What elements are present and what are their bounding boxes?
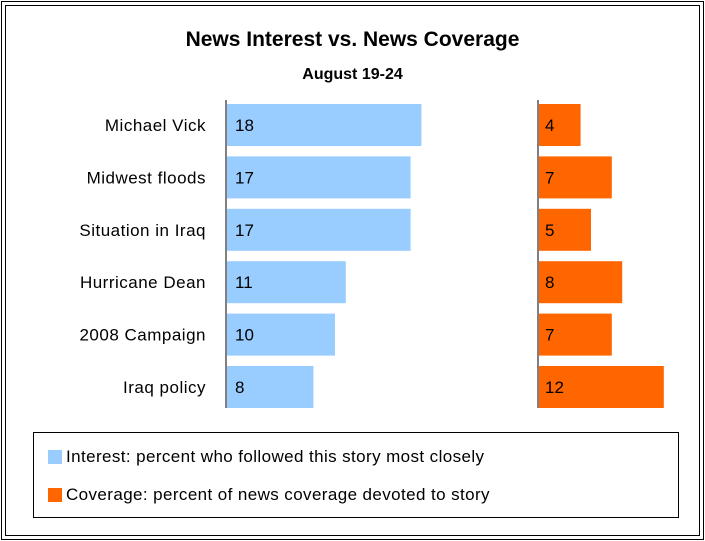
legend-label-interest: Interest: percent who followed this stor…: [66, 447, 485, 466]
category-label: Hurricane Dean: [80, 273, 206, 292]
chart-subtitle: August 19-24: [302, 66, 403, 83]
coverage-bar: [539, 366, 664, 408]
legend-label-coverage: Coverage: percent of news coverage devot…: [66, 485, 490, 504]
coverage-bar: [539, 156, 612, 199]
coverage-bar: [539, 313, 612, 356]
category-label: Midwest floods: [87, 168, 206, 187]
chart-legend: Interest: percent who followed this stor…: [33, 432, 679, 518]
category-label: Iraq policy: [123, 378, 206, 397]
category-label: 2008 Campaign: [79, 326, 206, 345]
interest-value-label: 17: [235, 221, 254, 240]
coverage-bar: [539, 261, 623, 304]
interest-bar: [227, 104, 422, 146]
interest-bar: [227, 313, 335, 356]
coverage-bar: [539, 208, 591, 251]
interest-bar: [227, 208, 411, 251]
category-label: Michael Vick: [105, 116, 206, 135]
coverage-value-label: 4: [545, 116, 554, 135]
legend-item-coverage: Coverage: percent of news coverage devot…: [48, 485, 490, 505]
interest-value-label: 11: [235, 273, 253, 292]
coverage-value-label: 7: [545, 326, 554, 345]
coverage-value-label: 8: [545, 273, 554, 292]
coverage-value-label: 12: [545, 378, 564, 397]
interest-value-label: 10: [235, 326, 254, 345]
chart-inner-border: [5, 5, 700, 536]
interest-bar: [227, 261, 346, 304]
legend-swatch-interest: [48, 450, 62, 464]
interest-value-label: 8: [235, 378, 244, 397]
interest-value-label: 18: [235, 116, 254, 135]
coverage-value-label: 7: [545, 168, 554, 187]
chart-title: News Interest vs. News Coverage: [185, 28, 520, 51]
coverage-bar: [539, 104, 581, 146]
legend-item-interest: Interest: percent who followed this stor…: [48, 447, 484, 467]
legend-swatch-coverage: [48, 488, 62, 502]
interest-bar: [227, 366, 314, 408]
interest-value-label: 17: [235, 168, 254, 187]
interest-bar: [227, 156, 411, 199]
coverage-value-label: 5: [545, 221, 554, 240]
category-label: Situation in Iraq: [79, 221, 206, 240]
